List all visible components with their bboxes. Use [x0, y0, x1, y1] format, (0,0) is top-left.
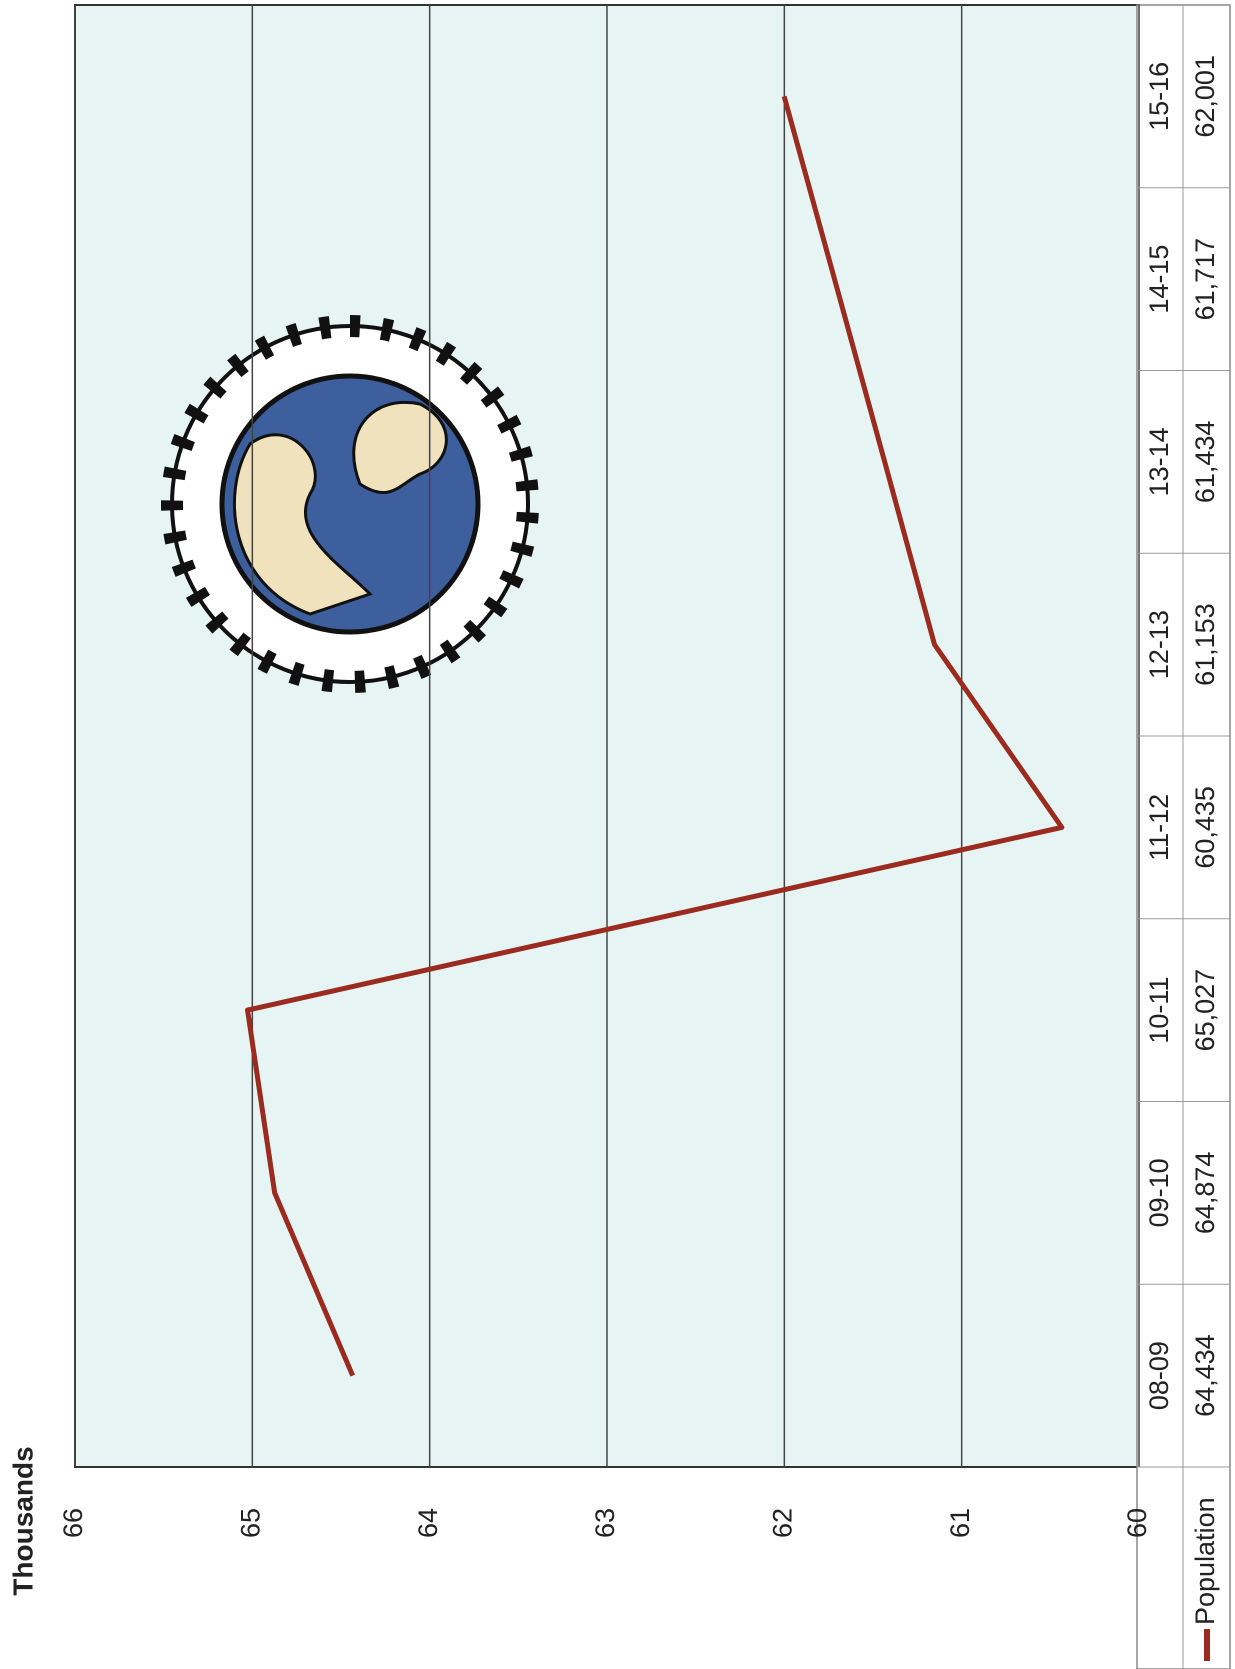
y-tick-label: 66: [58, 1508, 88, 1538]
value-label: 61,717: [1190, 238, 1220, 321]
value-label: 64,434: [1190, 1334, 1220, 1417]
data-line: [245, 95, 1065, 1377]
y-tick-label: 61: [945, 1508, 975, 1538]
x-tick-label: 08-09: [1144, 1341, 1174, 1410]
x-tick-label: 13-14: [1144, 427, 1174, 496]
legend-label: Population: [1190, 1497, 1220, 1625]
value-label: 65,027: [1190, 969, 1220, 1052]
x-tick-label: 09-10: [1144, 1158, 1174, 1227]
value-label: 64,874: [1190, 1152, 1220, 1235]
x-tick-label: 15-16: [1144, 62, 1174, 131]
y-tick-label: 62: [767, 1508, 797, 1538]
y-tick-label: 60: [1122, 1508, 1152, 1538]
x-tick-label: 10-11: [1144, 977, 1174, 1044]
rotated-chart: Thousands 60 61 62 63 64 65 66 08-09 09-10 10-11 1…: [7, 4, 1231, 1669]
value-label: 61,153: [1190, 603, 1220, 686]
x-tick-label: 14-15: [1144, 245, 1174, 314]
globe-illustration: [161, 315, 539, 693]
value-label: 62,001: [1190, 55, 1220, 138]
x-tick-label: 12-13: [1144, 610, 1174, 679]
y-tick-label: 63: [590, 1508, 620, 1538]
value-label: 61,434: [1190, 421, 1220, 504]
y-axis-label: Thousands: [7, 1446, 38, 1595]
y-tick-label: 64: [413, 1508, 443, 1538]
value-label: 60,435: [1190, 786, 1220, 869]
y-tick-label: 65: [235, 1508, 265, 1538]
x-tick-label: 11-12: [1144, 794, 1174, 861]
